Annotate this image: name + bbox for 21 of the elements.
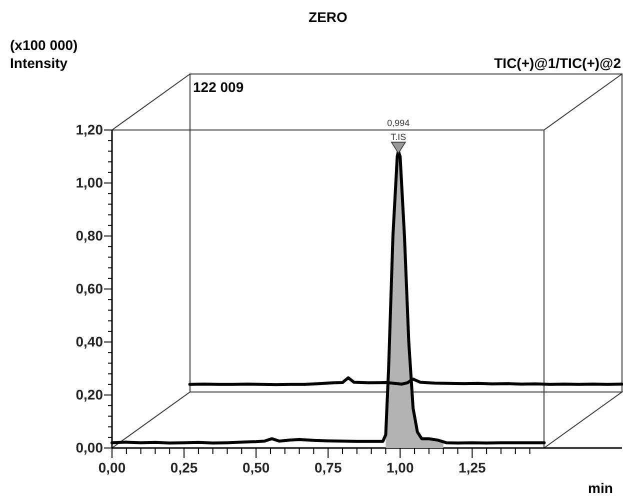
y-tick-label: 0,00	[76, 439, 104, 456]
x-tick-label: 0,75	[314, 459, 342, 476]
y-tick-label: 1,00	[76, 174, 104, 190]
y-tick-label: 1,20	[76, 121, 104, 138]
y-tick-label: 0,20	[76, 386, 104, 402]
y-tick-label: 0,80	[76, 227, 104, 244]
y-tick-label: 0,40	[76, 333, 104, 350]
x-tick-label: 0,50	[242, 459, 270, 476]
chart-title: ZERO	[308, 9, 348, 25]
text: (x100 000)	[10, 37, 78, 53]
x-tick-label: 1,00	[386, 459, 414, 476]
annotation: 0,994	[387, 118, 410, 128]
y-tick-label: 0,60	[76, 280, 104, 296]
x-tick-label: 0,00	[98, 459, 126, 476]
x-axis-title: min	[588, 480, 613, 496]
y-axis-title: Intensity	[10, 55, 68, 71]
text: 122 009	[193, 79, 244, 95]
annotation: T.IS	[390, 132, 406, 142]
x-tick-label: 0,25	[170, 459, 198, 476]
x-tick-label: 1,25	[458, 459, 486, 476]
text: TIC(+)@1/TIC(+)@2	[494, 55, 622, 71]
